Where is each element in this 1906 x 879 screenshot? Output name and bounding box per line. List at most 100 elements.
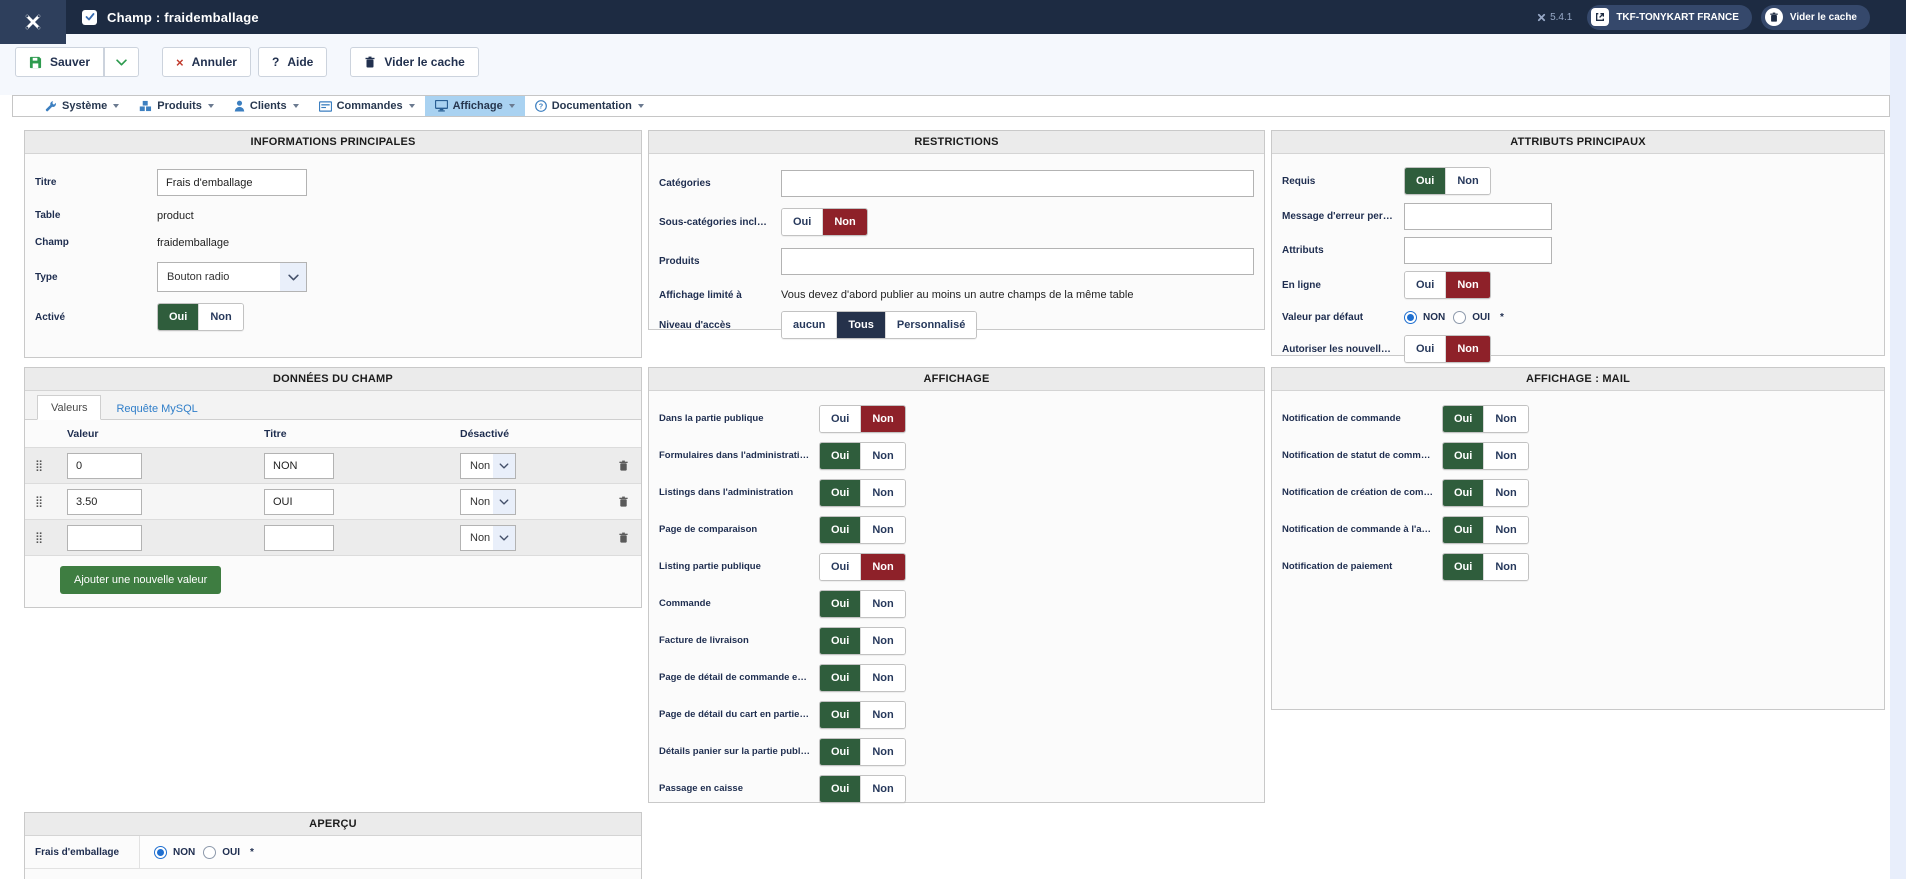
toggle-oui[interactable]: Oui [1405,168,1446,194]
oui-non-toggle[interactable]: Oui Non [819,737,906,766]
toggle-oui[interactable]: Oui [1443,553,1484,580]
save-options-caret-button[interactable] [104,47,140,77]
toggle-oui[interactable]: Oui [820,775,861,802]
toggle-non[interactable]: Non [860,664,905,691]
app-logo[interactable] [0,0,66,44]
toggle-oui[interactable]: Oui [1443,405,1484,432]
toggle-non[interactable]: Non [860,775,905,802]
oui-non-toggle[interactable]: Oui Non [819,404,906,433]
oui-non-toggle[interactable]: Oui Non [819,774,906,803]
oui-non-toggle[interactable]: Oui Non [1442,515,1529,544]
oui-non-toggle[interactable]: Oui Non [819,700,906,729]
toggle-oui[interactable]: Oui [782,209,823,235]
access-option[interactable]: Tous [836,312,885,338]
toggle-oui[interactable]: Oui [820,590,861,617]
toggle-oui[interactable]: Oui [820,405,861,432]
radio-non[interactable] [154,845,167,859]
desactive-select[interactable]: Non [460,452,516,479]
categories-input[interactable] [781,169,1254,197]
produits-input[interactable] [781,247,1254,275]
toggle-oui[interactable]: Oui [820,442,861,469]
tab-requete-mysql[interactable]: Requête MySQL [116,403,198,415]
radio-oui[interactable] [1453,310,1467,324]
menu-produits[interactable]: Produits [129,96,224,116]
toggle-non[interactable]: Non [860,590,905,617]
clear-cache-button[interactable]: Vider le cache [350,47,479,77]
oui-non-toggle[interactable]: Oui Non [1442,404,1529,433]
toggle-non[interactable]: Non [860,701,905,728]
oui-non-toggle[interactable]: Oui Non [819,663,906,692]
valeur-input[interactable] [67,488,142,515]
toggle-non[interactable]: Non [860,516,905,543]
desactive-select[interactable]: Non [460,488,516,515]
delete-row-button[interactable] [605,460,641,472]
niveau-acces-toggle[interactable]: aucun Tous Personnalisé [781,311,978,339]
add-value-button[interactable]: Ajouter une nouvelle valeur [60,566,222,594]
oui-non-toggle[interactable]: Oui Non [819,478,906,507]
toggle-oui[interactable]: Oui [1443,442,1484,469]
requis-toggle[interactable]: Oui Non [1404,167,1491,195]
toggle-oui[interactable]: Oui [1405,336,1446,362]
valeur-input[interactable] [67,452,142,479]
titre-input[interactable] [157,169,307,196]
menu-commandes[interactable]: Commandes [309,96,425,116]
radio-oui[interactable] [203,845,217,859]
toggle-non[interactable]: Non [860,627,905,654]
drag-handle-icon[interactable]: ⣿ [35,496,44,508]
toggle-non[interactable]: Non [860,738,905,765]
toggle-oui[interactable]: Oui [820,664,861,691]
oui-non-toggle[interactable]: Oui Non [819,626,906,655]
toggle-non[interactable]: Non [1445,336,1490,362]
type-select[interactable]: Bouton radio [157,262,307,292]
toggle-non[interactable]: Non [1483,442,1528,469]
desactive-select[interactable]: Non [460,524,516,551]
titre-input[interactable] [264,488,334,515]
toggle-non[interactable]: Non [1445,168,1490,194]
toggle-non[interactable]: Non [1483,516,1528,543]
delete-row-button[interactable] [605,532,641,544]
menu-clients[interactable]: Clients [224,96,309,116]
oui-non-toggle[interactable]: Oui Non [819,589,906,618]
toggle-non[interactable]: Non [1483,405,1528,432]
toggle-non[interactable]: Non [1483,479,1528,506]
toggle-oui[interactable]: Oui [1443,516,1484,543]
autoriser-nouvelles-toggle[interactable]: Oui Non [1404,335,1491,363]
toggle-oui[interactable]: Oui [820,479,861,506]
toggle-non[interactable]: Non [860,553,905,580]
toggle-oui[interactable]: Oui [1405,272,1446,298]
save-button[interactable]: Sauver [15,47,105,77]
toggle-non[interactable]: Non [198,304,243,330]
menu-documentation[interactable]: ? Documentation [525,96,654,116]
drag-handle-icon[interactable]: ⣿ [35,460,44,472]
drag-handle-icon[interactable]: ⣿ [35,532,44,544]
titre-input[interactable] [264,452,334,479]
toggle-oui[interactable]: Oui [820,738,861,765]
toggle-oui[interactable]: Oui [820,553,861,580]
oui-non-toggle[interactable]: Oui Non [1442,441,1529,470]
tab-valeurs[interactable]: Valeurs [37,395,102,420]
toggle-oui[interactable]: Oui [820,516,861,543]
titre-input[interactable] [264,524,334,551]
toggle-oui[interactable]: Oui [820,627,861,654]
menu-affichage[interactable]: Affichage [424,96,525,116]
delete-row-button[interactable] [605,496,641,508]
toggle-non[interactable]: Non [1483,553,1528,580]
en-ligne-toggle[interactable]: Oui Non [1404,271,1491,299]
radio-non[interactable] [1404,310,1417,324]
access-option[interactable]: Personnalisé [884,312,977,338]
toggle-oui[interactable]: Oui [158,304,199,330]
toggle-non[interactable]: Non [1445,272,1490,298]
attributs-input[interactable] [1404,236,1552,264]
menu-systeme[interactable]: Système [35,96,129,116]
message-erreur-input[interactable] [1404,202,1552,230]
sous-categories-toggle[interactable]: Oui Non [781,208,868,236]
toggle-non[interactable]: Non [860,442,905,469]
access-option[interactable]: aucun [782,312,837,338]
oui-non-toggle[interactable]: Oui Non [1442,552,1529,581]
toggle-non[interactable]: Non [860,405,905,432]
active-toggle[interactable]: Oui Non [157,303,244,331]
help-button[interactable]: ? Aide [257,47,328,77]
oui-non-toggle[interactable]: Oui Non [1442,478,1529,507]
site-link-button[interactable]: TKF-TONYKART FRANCE [1587,4,1752,30]
toggle-oui[interactable]: Oui [1443,479,1484,506]
